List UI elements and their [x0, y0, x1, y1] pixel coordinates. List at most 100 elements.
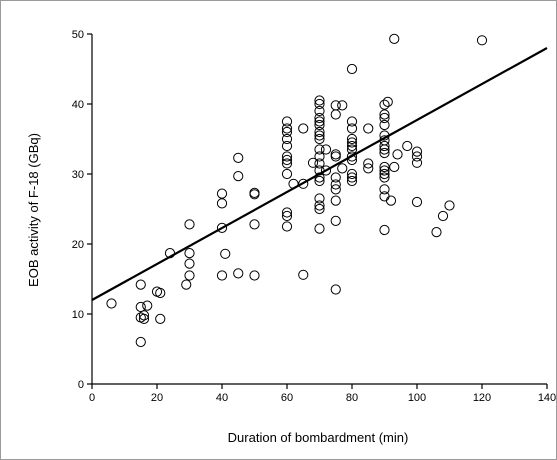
data-point — [281, 151, 293, 162]
data-point — [314, 193, 325, 204]
data-point — [330, 149, 341, 160]
data-point — [363, 123, 374, 134]
data-point — [411, 146, 423, 157]
data-point — [184, 270, 195, 281]
data-point — [298, 178, 309, 189]
data-point — [320, 165, 332, 176]
regression-line-group — [91, 47, 548, 301]
data-point — [281, 116, 293, 127]
x-tick-label: 100 — [408, 392, 426, 404]
data-point — [379, 191, 390, 202]
data-point — [346, 116, 358, 127]
data-point — [216, 222, 228, 233]
data-point — [379, 184, 390, 195]
data-point — [330, 195, 341, 206]
data-point — [184, 258, 195, 269]
data-point — [411, 196, 423, 208]
data-point — [281, 221, 293, 232]
data-point — [346, 63, 358, 75]
data-point — [320, 144, 332, 155]
data-point — [379, 161, 390, 173]
data-point — [216, 270, 228, 281]
data-point — [314, 119, 325, 131]
data-point — [314, 126, 325, 138]
data-point — [181, 279, 192, 290]
data-point — [379, 99, 390, 110]
data-point — [337, 100, 348, 111]
data-point — [298, 123, 309, 134]
data-point — [233, 152, 244, 163]
data-point — [330, 184, 341, 195]
data-point — [135, 279, 146, 290]
data-point — [379, 119, 390, 131]
data-point — [411, 157, 423, 168]
data-point — [307, 157, 319, 168]
data-point — [337, 163, 348, 174]
data-point — [402, 140, 413, 152]
y-tick-label: 30 — [72, 169, 84, 181]
data-point — [298, 269, 309, 280]
data-point — [346, 133, 358, 145]
data-point — [184, 248, 195, 259]
data-point — [281, 154, 293, 166]
data-points — [106, 33, 488, 348]
data-point — [281, 207, 293, 218]
x-tick-label: 20 — [151, 392, 163, 404]
data-point — [281, 158, 293, 169]
data-point — [314, 175, 325, 187]
data-point — [330, 179, 341, 190]
data-point — [281, 133, 293, 145]
data-point — [346, 137, 358, 148]
data-point — [142, 300, 153, 311]
data-point — [184, 219, 195, 230]
data-point — [249, 189, 260, 200]
data-point — [138, 313, 150, 324]
data-point — [346, 172, 358, 183]
x-axis-label: Duration of bombardment (min) — [228, 430, 409, 445]
data-point — [249, 270, 260, 281]
regression-line — [91, 47, 548, 301]
data-point — [379, 144, 390, 155]
x-tick-label: 0 — [89, 392, 95, 404]
data-point — [346, 175, 358, 187]
data-point — [314, 133, 325, 145]
data-point — [135, 336, 146, 348]
data-point — [314, 95, 325, 106]
data-point — [363, 158, 374, 169]
y-tick-label: 10 — [72, 309, 84, 321]
data-point — [382, 96, 393, 108]
data-point — [314, 116, 325, 127]
data-point — [220, 248, 231, 259]
data-point — [249, 219, 260, 230]
y-tick-label: 40 — [72, 99, 84, 111]
y-tick-label: 0 — [78, 379, 84, 391]
data-point — [389, 161, 400, 173]
data-point — [314, 158, 325, 169]
data-point — [314, 223, 325, 234]
data-point — [346, 140, 358, 152]
data-point — [411, 151, 423, 162]
data-point — [314, 112, 325, 124]
x-tick-label: 60 — [281, 392, 293, 404]
data-point — [476, 35, 488, 46]
data-point — [233, 268, 244, 279]
data-point — [330, 151, 341, 162]
data-point — [281, 126, 293, 138]
data-point — [314, 105, 325, 117]
data-point — [106, 298, 117, 309]
data-point — [379, 140, 390, 152]
data-point — [155, 287, 166, 299]
data-point — [314, 151, 325, 162]
data-point — [314, 144, 325, 155]
data-point — [314, 98, 325, 110]
data-point — [444, 200, 455, 211]
data-point — [392, 149, 403, 160]
data-point — [281, 140, 293, 152]
data-point — [379, 165, 390, 176]
data-point — [330, 109, 341, 120]
data-point — [379, 168, 390, 180]
data-point — [379, 112, 390, 124]
data-point — [138, 310, 150, 321]
data-point — [363, 163, 374, 174]
